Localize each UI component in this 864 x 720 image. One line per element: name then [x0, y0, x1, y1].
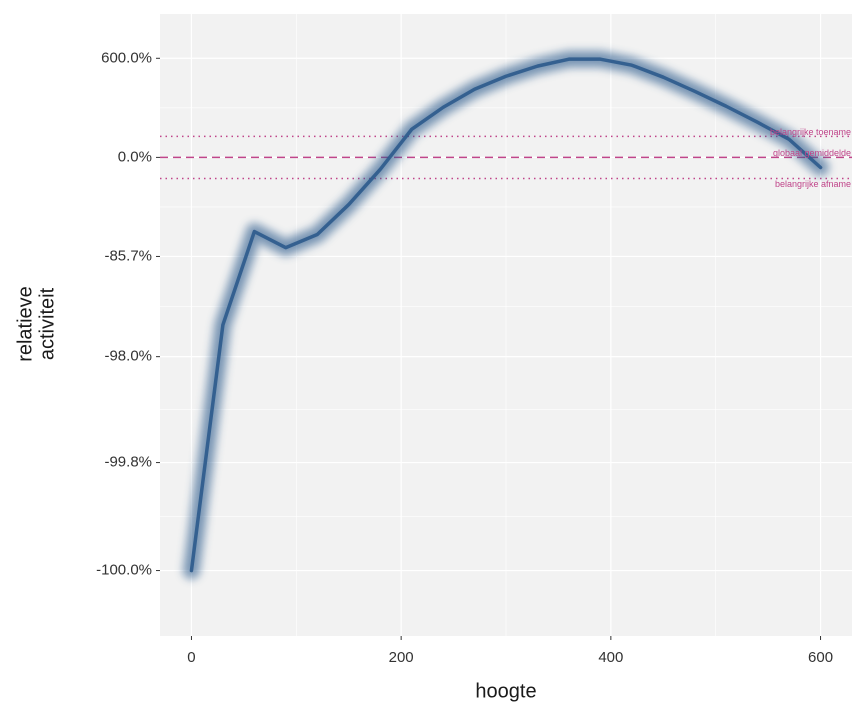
y-tick-label: -100.0%	[96, 562, 152, 579]
y-tick-label: 600.0%	[101, 49, 152, 66]
series-line	[189, 57, 823, 573]
y-axis-title: activiteit	[36, 287, 58, 360]
x-tick-label: 0	[187, 649, 195, 666]
y-axis-title: relatieve	[14, 286, 36, 362]
y-tick-label: 0.0%	[118, 148, 152, 165]
x-axis-title: hoogte	[475, 680, 536, 702]
y-tick-label: -85.7%	[104, 247, 152, 264]
x-tick-label: 400	[598, 649, 623, 666]
y-tick-label: -98.0%	[104, 348, 152, 365]
reference-label: globaal gemiddelde	[773, 148, 851, 158]
reference-label: belangrijke afname	[775, 179, 851, 189]
y-tick-label: -99.8%	[104, 454, 152, 471]
reference-label: belangrijke toename	[770, 127, 851, 137]
x-tick-label: 600	[808, 649, 833, 666]
x-tick-label: 200	[389, 649, 414, 666]
